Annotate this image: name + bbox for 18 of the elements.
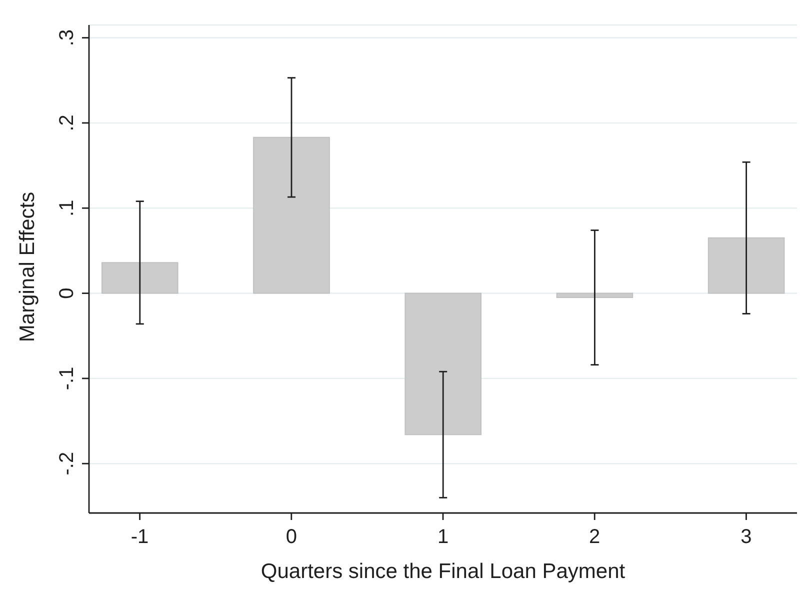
bar — [404, 292, 482, 436]
x-tick-label: 0 — [286, 526, 297, 548]
y-tick-label: .1 — [56, 200, 78, 216]
y-axis-title: Marginal Effects — [16, 192, 39, 342]
x-tick-label: -1 — [130, 526, 149, 548]
x-axis-title: Quarters since the Final Loan Payment — [260, 560, 626, 583]
y-tick-label: -.2 — [56, 452, 78, 476]
y-tick-label: -.1 — [56, 366, 78, 390]
y-tick-label: .3 — [56, 29, 78, 46]
x-tick-label: 2 — [589, 526, 600, 548]
bar — [101, 262, 178, 294]
bar — [556, 292, 634, 298]
x-tick-label: 3 — [740, 526, 752, 548]
bar — [253, 136, 330, 294]
x-tick-label: 1 — [437, 526, 449, 548]
bar — [708, 237, 785, 294]
y-tick-label: 0 — [56, 288, 78, 299]
y-tick-label: .2 — [56, 114, 78, 132]
